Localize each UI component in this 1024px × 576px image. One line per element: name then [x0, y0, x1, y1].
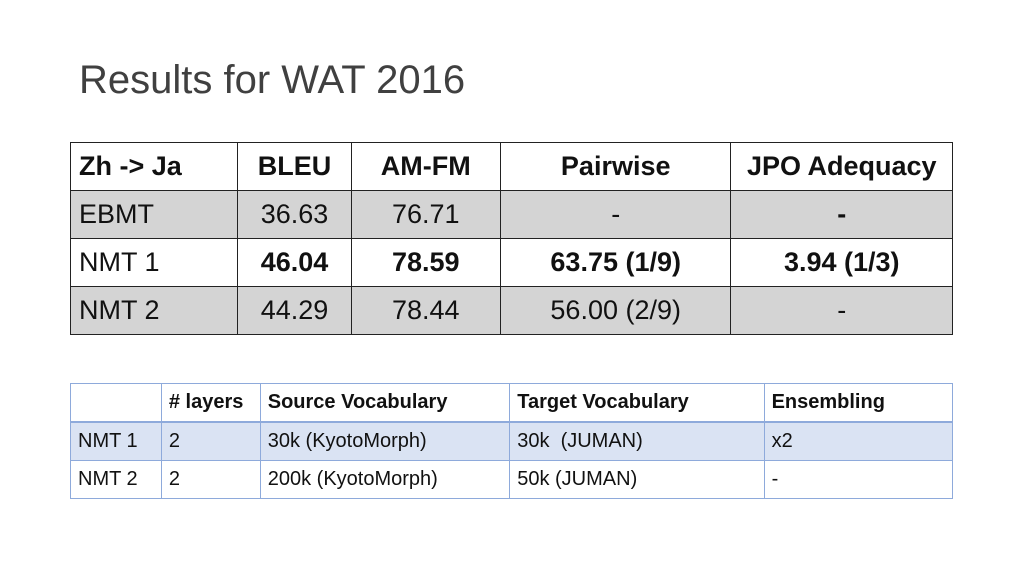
- pairwise-cell: -: [499, 190, 732, 239]
- slide-title: Results for WAT 2016: [79, 58, 466, 102]
- bleu-cell: 36.63: [237, 190, 352, 239]
- target-vocab-cell: 30k (JUMAN): [509, 421, 765, 461]
- layers-cell: 2: [160, 460, 261, 499]
- results-header-row: Zh -> Ja BLEU AM-FM Pairwise JPO Adequac…: [69, 142, 953, 191]
- model-cell: NMT 2: [70, 460, 162, 499]
- header-language-pair: Zh -> Ja: [69, 142, 239, 191]
- pairwise-cell: 63.75 (1/9): [499, 238, 732, 287]
- ensembling-cell: x2: [763, 421, 954, 461]
- header-model: [70, 383, 162, 423]
- config-header-row: # layers Source Vocabulary Target Vocabu…: [70, 383, 954, 423]
- header-bleu: BLEU: [237, 142, 352, 191]
- bleu-cell: 44.29: [237, 286, 352, 335]
- model-cell: NMT 1: [70, 421, 162, 461]
- layers-cell: 2: [160, 421, 261, 461]
- target-vocab-cell: 50k (JUMAN): [509, 460, 765, 499]
- header-layers: # layers: [160, 383, 261, 423]
- source-vocab-cell: 30k (KyotoMorph): [259, 421, 511, 461]
- pairwise-cell: 56.00 (2/9): [499, 286, 732, 335]
- header-source-vocabulary: Source Vocabulary: [259, 383, 511, 423]
- results-row-nmt2: NMT 2 44.29 78.44 56.00 (2/9) -: [69, 286, 953, 335]
- results-table: Zh -> Ja BLEU AM-FM Pairwise JPO Adequac…: [69, 142, 953, 335]
- header-pairwise: Pairwise: [499, 142, 732, 191]
- am-fm-cell: 76.71: [350, 190, 501, 239]
- system-cell: NMT 2: [69, 286, 239, 335]
- results-row-nmt1: NMT 1 46.04 78.59 63.75 (1/9) 3.94 (1/3): [69, 238, 953, 287]
- system-cell: EBMT: [69, 190, 239, 239]
- ensembling-cell: -: [763, 460, 954, 499]
- jpo-adequacy-cell: -: [730, 286, 953, 335]
- jpo-adequacy-cell: 3.94 (1/3): [730, 238, 953, 287]
- config-row-nmt1: NMT 1 2 30k (KyotoMorph) 30k (JUMAN) x2: [70, 421, 954, 461]
- system-cell: NMT 1: [69, 238, 239, 287]
- source-vocab-cell: 200k (KyotoMorph): [259, 460, 511, 499]
- am-fm-cell: 78.44: [350, 286, 501, 335]
- config-row-nmt2: NMT 2 2 200k (KyotoMorph) 50k (JUMAN) -: [70, 460, 954, 499]
- config-table: # layers Source Vocabulary Target Vocabu…: [70, 383, 954, 499]
- bleu-cell: 46.04: [237, 238, 352, 287]
- header-jpo-adequacy: JPO Adequacy: [730, 142, 953, 191]
- header-am-fm: AM-FM: [350, 142, 501, 191]
- results-row-ebmt: EBMT 36.63 76.71 - -: [69, 190, 953, 239]
- header-ensembling: Ensembling: [763, 383, 954, 423]
- am-fm-cell: 78.59: [350, 238, 501, 287]
- jpo-adequacy-cell: -: [730, 190, 953, 239]
- header-target-vocabulary: Target Vocabulary: [509, 383, 765, 423]
